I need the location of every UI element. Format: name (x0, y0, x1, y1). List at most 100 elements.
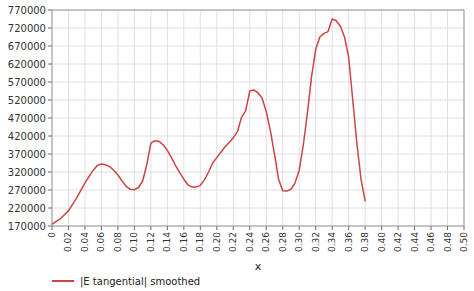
tick-mark (101, 226, 102, 230)
tick-label: 0.34 (327, 232, 337, 252)
tick-mark (48, 82, 52, 83)
tick-label: 0.36 (344, 232, 354, 252)
axes: 1700002200002700003200003700004200004700… (8, 5, 469, 253)
grid-line (266, 10, 267, 226)
tick-label: 0.50 (459, 232, 469, 252)
tick-label: 520000 (8, 95, 46, 106)
tick-mark (299, 226, 300, 230)
tick-label: 0.24 (245, 232, 255, 252)
tick-mark (315, 226, 316, 230)
legend-label: |E tangential| smoothed (80, 276, 200, 288)
grid-line (52, 154, 464, 155)
tick-label: 220000 (8, 203, 46, 214)
tick-label: 0.06 (96, 232, 106, 252)
tick-mark (464, 226, 465, 230)
legend-swatch (52, 280, 74, 282)
tick-label: 0 (47, 232, 57, 238)
tick-mark (48, 118, 52, 119)
tick-mark (200, 226, 201, 230)
grid-line (52, 64, 464, 65)
line-series (52, 19, 365, 224)
tick-label: 170000 (8, 221, 46, 232)
grid-line (150, 10, 151, 226)
tick-mark (48, 46, 52, 47)
tick-mark (48, 64, 52, 65)
grid-line (398, 10, 399, 226)
tick-label: 670000 (8, 41, 46, 52)
grid-line (52, 82, 464, 83)
tick-label: 0.04 (80, 232, 90, 252)
tick-label: 0.10 (129, 232, 139, 252)
tick-label: 720000 (8, 23, 46, 34)
tick-label: 0.48 (443, 232, 453, 252)
tick-label: 0.12 (146, 232, 156, 252)
tick-mark (365, 226, 366, 230)
tick-mark (48, 136, 52, 137)
grid-line (52, 172, 464, 173)
tick-mark (216, 226, 217, 230)
tick-mark (266, 226, 267, 230)
tick-label: 0.46 (426, 232, 436, 252)
tick-mark (48, 226, 52, 227)
tick-mark (414, 226, 415, 230)
tick-mark (282, 226, 283, 230)
tick-label: 0.38 (360, 232, 370, 252)
tick-label: 0.02 (63, 232, 73, 252)
grid-line (216, 10, 217, 226)
tick-mark (48, 154, 52, 155)
grid-line (52, 136, 464, 137)
grid-line (52, 28, 464, 29)
tick-label: 0.40 (377, 232, 387, 252)
tick-label: 0.44 (410, 232, 420, 252)
tick-label: 0.28 (278, 232, 288, 252)
grid-line (52, 208, 464, 209)
tick-mark (167, 226, 168, 230)
tick-mark (48, 172, 52, 173)
grid-line (200, 10, 201, 226)
grid-line (52, 100, 464, 101)
tick-mark (117, 226, 118, 230)
tick-label: 370000 (8, 149, 46, 160)
tick-label: 0.18 (195, 232, 205, 252)
legend: |E tangential| smoothed (52, 276, 200, 288)
tick-label: 0.16 (179, 232, 189, 252)
grid-line (365, 10, 366, 226)
tick-mark (84, 226, 85, 230)
tick-label: 770000 (8, 5, 46, 16)
grid-line (117, 10, 118, 226)
grid-line (249, 10, 250, 226)
grid-line (431, 10, 432, 226)
tick-mark (48, 190, 52, 191)
grid-line (101, 10, 102, 226)
tick-label: 0.22 (228, 232, 238, 252)
grid-line (167, 10, 168, 226)
tick-mark (381, 226, 382, 230)
tick-mark (150, 226, 151, 230)
tick-label: 470000 (8, 113, 46, 124)
tick-mark (48, 208, 52, 209)
tick-mark (48, 100, 52, 101)
grid-line (134, 10, 135, 226)
grid-line (52, 46, 464, 47)
tick-mark (134, 226, 135, 230)
tick-label: 420000 (8, 131, 46, 142)
grid-line (233, 10, 234, 226)
grid (52, 10, 464, 226)
tick-mark (348, 226, 349, 230)
grid-line (52, 190, 464, 191)
grid-line (348, 10, 349, 226)
tick-mark (431, 226, 432, 230)
grid-line (315, 10, 316, 226)
plot-frame (52, 10, 464, 226)
grid-line (84, 10, 85, 226)
tick-mark (447, 226, 448, 230)
grid-line (52, 118, 464, 119)
grid-line (414, 10, 415, 226)
tick-mark (48, 28, 52, 29)
tick-label: 270000 (8, 185, 46, 196)
tick-label: 0.32 (311, 232, 321, 252)
tick-mark (332, 226, 333, 230)
chart: 1700002200002700003200003700004200004700… (0, 0, 474, 291)
grid-line (299, 10, 300, 226)
grid-line (282, 10, 283, 226)
